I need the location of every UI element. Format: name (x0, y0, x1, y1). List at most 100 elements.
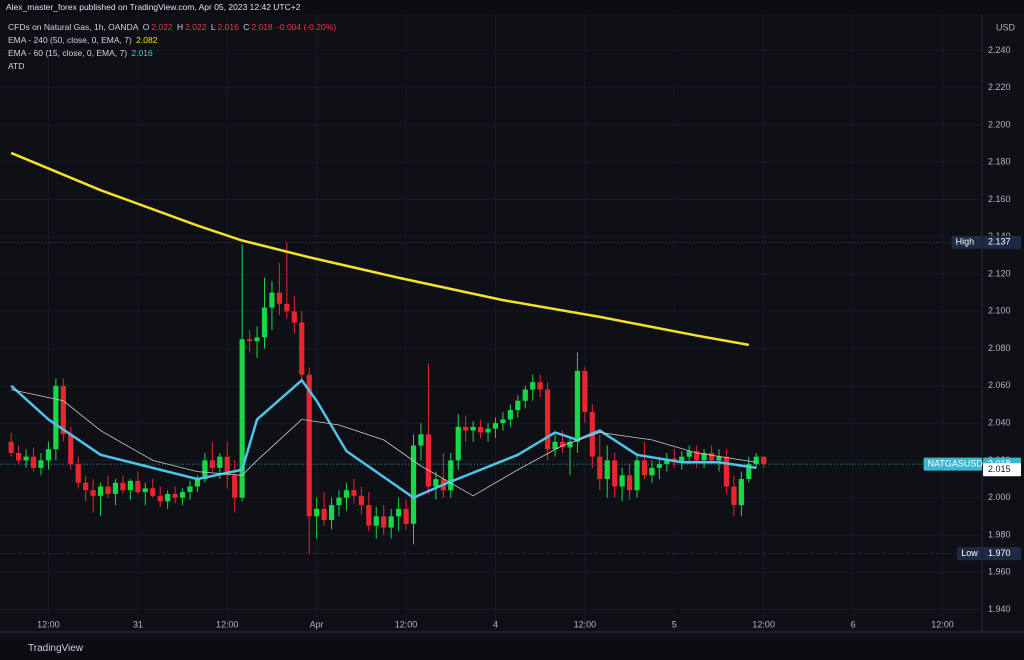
candle-body (403, 508, 409, 524)
x-tick-label: 12:00 (752, 619, 775, 629)
candle-body (552, 441, 558, 450)
price-tag-label-box (923, 457, 982, 471)
indicator-line (10, 378, 757, 500)
candle-body (597, 456, 603, 480)
candle-body (731, 486, 737, 506)
candle-body (90, 490, 96, 496)
candle-body (522, 389, 528, 401)
x-tick-label: Apr (310, 619, 324, 629)
candle-body (694, 451, 700, 461)
candle-body (261, 307, 268, 338)
candle-body (179, 492, 186, 498)
y-tick-label: 2.160 (988, 194, 1011, 204)
ohlc-label: O (142, 22, 150, 32)
candle-body (492, 423, 499, 429)
price-tag-value: 1.970 (988, 548, 1011, 558)
ohlc-value: 2.022 (185, 22, 207, 32)
candle-body (574, 370, 581, 442)
price-tag-label: NATGASUSD (928, 459, 984, 469)
price-tag-label-box (957, 547, 982, 561)
candle-body (45, 449, 52, 461)
candle-body (515, 400, 521, 411)
x-tick-label: 12:00 (37, 619, 60, 629)
y-tick-label: 2.040 (988, 418, 1011, 428)
candle-body (634, 460, 640, 491)
candle-body (127, 480, 133, 491)
candle-body (559, 441, 566, 448)
y-tick-label: 2.000 (988, 492, 1011, 502)
candle-body (239, 339, 245, 498)
candle-body (150, 488, 156, 496)
candle-body (306, 374, 312, 517)
candle-body (194, 479, 201, 487)
candle-body (224, 456, 230, 476)
candle-body (582, 370, 588, 412)
y-tick-label: 2.060 (988, 380, 1011, 390)
candle-body (314, 508, 320, 517)
candle-body (105, 486, 111, 494)
candle-body (708, 452, 715, 461)
candle-body (83, 482, 89, 491)
indicator-value: 2.082 (136, 35, 158, 45)
candle-body (701, 452, 707, 461)
price-tag-value: 2.137 (988, 237, 1011, 247)
x-tick-label: 12:00 (574, 619, 597, 629)
candle-body (641, 460, 648, 476)
candle-body (8, 441, 14, 453)
candle-body (120, 482, 126, 491)
candle-body (381, 516, 387, 528)
x-tick-label: 12:00 (395, 619, 418, 629)
candle-body (68, 434, 74, 465)
candle-body (276, 292, 283, 304)
candle-body (135, 480, 141, 493)
candle-body (507, 410, 513, 420)
candle-body (433, 479, 439, 487)
legend-row: EMA - 60 (15, close, 0, EMA, 7) 2.016 (8, 48, 155, 58)
price-tag-value-box (983, 235, 1021, 249)
candle-body (716, 456, 722, 461)
candle-body (112, 482, 119, 494)
y-tick-label: 2.080 (988, 343, 1011, 353)
candle-body (649, 467, 655, 476)
candle-body (60, 385, 66, 435)
price-tag-label: High (956, 237, 975, 247)
candle-body (373, 516, 379, 526)
legend-row: ATD (8, 61, 26, 71)
candle-body (38, 460, 44, 468)
price-tag-value-box (983, 463, 1021, 477)
candle-body (187, 486, 193, 493)
ohlc-value: 2.022 (151, 22, 173, 32)
y-tick-label: 1.940 (988, 604, 1011, 614)
y-tick-label: 1.980 (988, 529, 1011, 539)
candle-body (284, 303, 290, 312)
candle-body (388, 516, 394, 528)
y-tick-label: 2.200 (988, 119, 1011, 129)
candle-body (567, 441, 573, 448)
y-tick-label: 2.180 (988, 157, 1011, 167)
price-tag: 2.137 High (951, 235, 1021, 249)
candle-body (485, 428, 491, 433)
candle-body (53, 385, 59, 450)
candle-body (23, 456, 29, 461)
header: Alex_master_forex published on TradingVi… (6, 2, 301, 12)
candle-body (425, 434, 432, 487)
candle-body (753, 456, 759, 465)
candle-body (746, 464, 752, 480)
candle-body (723, 456, 730, 487)
ohlc-label: H (177, 22, 184, 32)
y-tick-label: 2.120 (988, 268, 1011, 278)
indicator-value: 2.016 (131, 48, 153, 58)
legend-row: EMA - 240 (50, close, 0, EMA, 7) 2.082 (8, 35, 159, 45)
candle-body (410, 445, 417, 524)
candle-body (619, 475, 625, 487)
candle-body (202, 460, 208, 480)
indicator-name: ATD (8, 61, 25, 71)
indicator-line (11, 389, 757, 497)
candle-body (455, 426, 461, 461)
candle-body (165, 493, 171, 502)
candle-body (358, 495, 364, 506)
candle-body (761, 456, 767, 465)
candle-body (16, 452, 22, 461)
